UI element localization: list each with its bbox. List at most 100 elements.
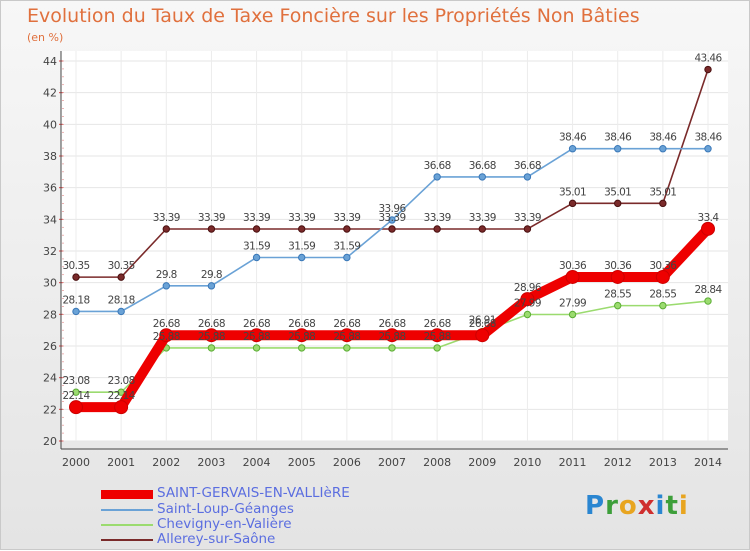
data-point — [388, 216, 396, 224]
data-point — [388, 344, 396, 352]
data-label: 28.84 — [694, 284, 722, 296]
data-point — [69, 400, 83, 415]
data-point — [704, 65, 712, 74]
data-label: 33.39 — [424, 212, 451, 224]
x-tick-label: 2007 — [378, 456, 406, 469]
data-label: 25.88 — [378, 331, 405, 343]
data-label: 25.88 — [424, 331, 451, 343]
data-point — [704, 297, 712, 305]
x-tick-label: 2012 — [604, 456, 632, 469]
data-point — [294, 328, 309, 343]
data-point — [388, 225, 396, 233]
data-point — [252, 344, 261, 352]
data-point — [298, 253, 306, 262]
data-label: 36.68 — [514, 160, 541, 172]
chart-subtitle: (en %) — [27, 31, 64, 44]
y-tick-label: 26 — [43, 340, 57, 353]
data-point — [614, 145, 622, 153]
x-tick-label: 2006 — [333, 456, 361, 469]
y-tick-label: 22 — [43, 403, 57, 416]
logo-letter: o — [618, 491, 638, 521]
data-label: 26.68 — [243, 318, 270, 330]
data-label: 25.88 — [288, 331, 315, 343]
data-label: 33.39 — [333, 212, 360, 224]
logo-letter: t — [665, 491, 679, 521]
data-label: 26.68 — [469, 318, 496, 330]
data-label: 33.39 — [288, 212, 315, 224]
data-point — [252, 225, 261, 233]
logo-letter: r — [605, 491, 619, 521]
data-point — [72, 307, 80, 316]
data-point — [478, 173, 486, 181]
y-tick-label: 30 — [43, 277, 57, 290]
data-label: 22.14 — [108, 390, 136, 402]
data-label: 22.14 — [62, 390, 90, 402]
data-label: 30.36 — [604, 260, 632, 272]
data-label: 33.39 — [469, 212, 496, 224]
logo-letter: i — [655, 491, 666, 521]
plot-area — [61, 51, 728, 441]
legend-label: SAINT-GERVAIS-EN-VALLIèRE — [157, 485, 350, 501]
data-label: 31.59 — [243, 240, 270, 252]
data-label: 23.08 — [62, 375, 89, 387]
data-point — [207, 344, 216, 352]
y-tick-label: 32 — [43, 245, 57, 258]
logo-letter: x — [637, 491, 656, 521]
data-label: 25.88 — [153, 331, 180, 343]
data-label: 25.88 — [333, 331, 360, 343]
data-label: 28.96 — [514, 282, 542, 294]
data-point — [610, 269, 625, 284]
x-tick-label: 2008 — [423, 456, 451, 469]
data-point — [162, 225, 170, 233]
data-label: 31.59 — [333, 240, 360, 252]
data-point — [568, 145, 577, 153]
data-point — [207, 282, 216, 290]
legend-swatch — [101, 539, 153, 541]
data-point — [117, 388, 125, 396]
data-point — [72, 388, 80, 396]
data-point — [565, 269, 580, 284]
data-label: 36.68 — [469, 160, 496, 172]
x-tick-label: 2010 — [513, 456, 541, 469]
data-point — [117, 273, 125, 281]
data-point — [659, 199, 667, 208]
data-point — [478, 225, 486, 233]
data-label: 26.68 — [288, 318, 315, 330]
y-tick-label: 40 — [43, 118, 57, 131]
x-tick-label: 2014 — [694, 456, 722, 469]
data-point — [385, 328, 399, 343]
data-point — [249, 328, 264, 343]
data-label: 26.91 — [469, 315, 496, 327]
y-tick-label: 34 — [43, 213, 57, 226]
data-label: 28.55 — [604, 289, 631, 301]
data-point — [614, 301, 622, 310]
data-point — [614, 199, 622, 208]
y-tick-label: 42 — [43, 87, 57, 100]
data-point — [298, 225, 306, 233]
data-label: 26.68 — [153, 318, 180, 330]
data-label: 26.68 — [333, 318, 360, 330]
data-point — [207, 225, 216, 233]
x-tick-label: 2011 — [559, 456, 587, 469]
data-point — [704, 145, 712, 153]
x-tick-label: 2001 — [107, 456, 135, 469]
x-tick-label: 2013 — [649, 456, 677, 469]
data-label: 29.8 — [156, 269, 177, 281]
data-point — [339, 328, 354, 343]
x-tick-label: 2009 — [468, 456, 496, 469]
data-point — [343, 344, 351, 352]
data-label: 25.88 — [243, 331, 270, 343]
legend-swatch — [101, 524, 153, 526]
legend-swatch — [101, 509, 153, 511]
legend-label: Saint-Loup-Géanges — [157, 501, 294, 517]
data-point — [655, 269, 670, 284]
data-point — [659, 301, 667, 310]
data-point — [701, 221, 715, 236]
data-point — [568, 199, 577, 208]
data-label: 36.68 — [424, 160, 451, 172]
x-tick-label: 2004 — [243, 456, 271, 469]
data-point — [433, 173, 441, 181]
x-tick-label: 2005 — [288, 456, 316, 469]
data-label: 33.39 — [514, 212, 541, 224]
